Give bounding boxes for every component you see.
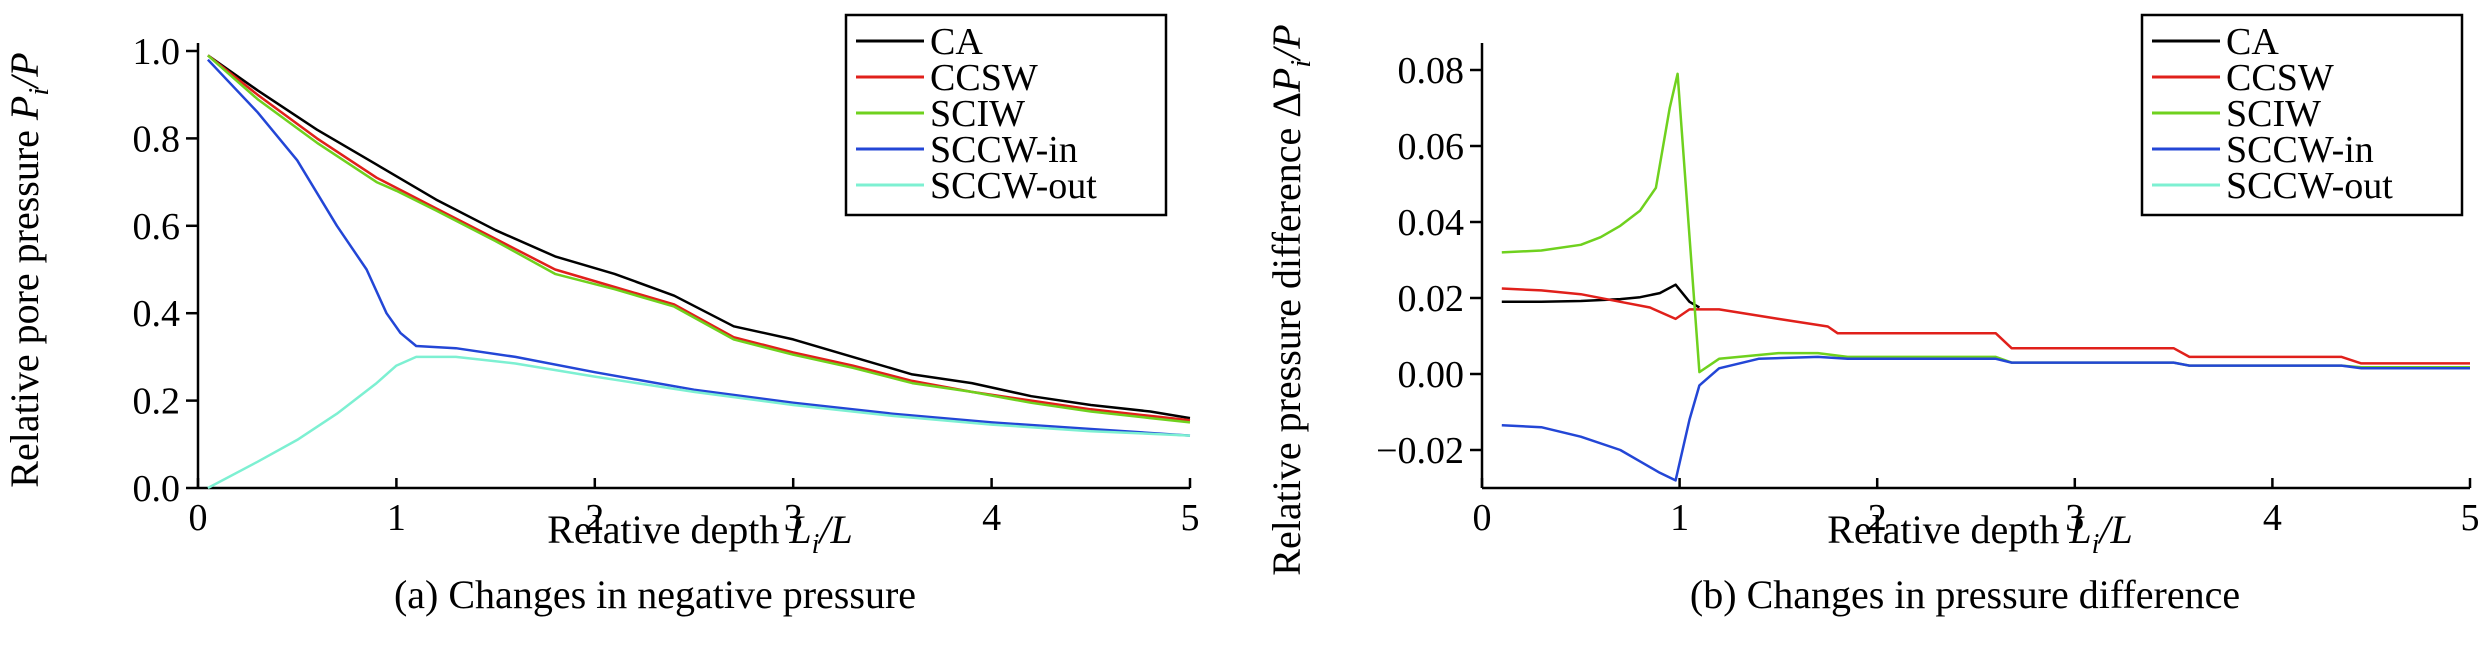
chart-panel-a: 0 1 2 3 4 5 0.0 0.2 0.4 0.6 0.8 1.0 CACCSWSCIWSCCW-i…: [2, 13, 1200, 617]
legend-label: CA: [2226, 21, 2279, 63]
x-tick-label: 0: [1473, 497, 1492, 539]
series-line-sccw-in: [206, 58, 1191, 437]
y-tick-label: 0.4: [133, 293, 181, 335]
x-tick-label: 1: [1670, 497, 1689, 539]
y-tick-label: 0.8: [133, 118, 181, 160]
legend-label: CCSW: [2226, 57, 2334, 99]
x-tick-label: 4: [2263, 497, 2282, 539]
legend-label: SCIW: [930, 93, 1025, 135]
legend-label: SCCW-in: [2226, 129, 2374, 171]
panel-caption: (a) Changes in negative pressure: [394, 572, 916, 617]
x-tick-label: 3: [784, 497, 803, 539]
legend-label: SCCW-out: [2226, 165, 2393, 207]
series-line-ccsw: [207, 54, 1191, 422]
legend-label: SCCW-in: [930, 129, 1078, 171]
legend-box: [2140, 13, 2464, 217]
series-line-sccw-out: [207, 355, 1191, 490]
y-tick-label: 0.00: [1398, 354, 1465, 396]
legend-box: [844, 13, 1168, 217]
series-line-sciw: [207, 54, 1191, 424]
y-tick-label: 0.08: [1398, 50, 1465, 92]
y-tick-label: −0.02: [1376, 430, 1464, 472]
series-line-ccsw: [1501, 287, 2470, 365]
panel-caption: (b) Changes in pressure difference: [1690, 572, 2240, 617]
y-tick-label: 0.02: [1398, 278, 1465, 320]
x-tick-label: 5: [1181, 497, 1200, 539]
series-line-ca: [1501, 283, 1701, 309]
legend-label: SCCW-out: [930, 165, 1097, 207]
series-line-sccw-in: [1501, 355, 2470, 482]
legend-label: CA: [930, 21, 983, 63]
y-tick-label: 0.04: [1398, 202, 1465, 244]
legend-label: CCSW: [930, 57, 1038, 99]
x-tick-label: 0: [189, 497, 208, 539]
x-tick-label: 2: [585, 497, 604, 539]
y-tick-label: 0.2: [133, 381, 181, 423]
x-axis-label: Relative depth Li/L: [547, 507, 853, 560]
legend-label: SCIW: [2226, 93, 2321, 135]
y-axis-label: Relative pore pressure Pi/P: [2, 52, 55, 487]
x-tick-label: 2: [1868, 497, 1887, 539]
y-axis-label: Relative pressure difference ΔPi/P: [1264, 24, 1317, 575]
x-tick-label: 5: [2461, 497, 2480, 539]
x-tick-label: 1: [387, 497, 406, 539]
y-tick-label: 1.0: [133, 31, 181, 73]
y-tick-label: 0.06: [1398, 126, 1465, 168]
series-line-ca: [207, 54, 1191, 420]
x-tick-label: 4: [982, 497, 1001, 539]
y-tick-label: 0.6: [133, 206, 181, 248]
x-tick-label: 3: [2065, 497, 2084, 539]
y-tick-label: 0.0: [133, 468, 181, 510]
chart-panel-b: 0 1 2 3 4 5 −0.02 0.00 0.02 0.04 0.06 0.08 CACCSWSCI…: [1264, 13, 2480, 617]
x-axis-label: Relative depth Li/L: [1827, 507, 2133, 560]
